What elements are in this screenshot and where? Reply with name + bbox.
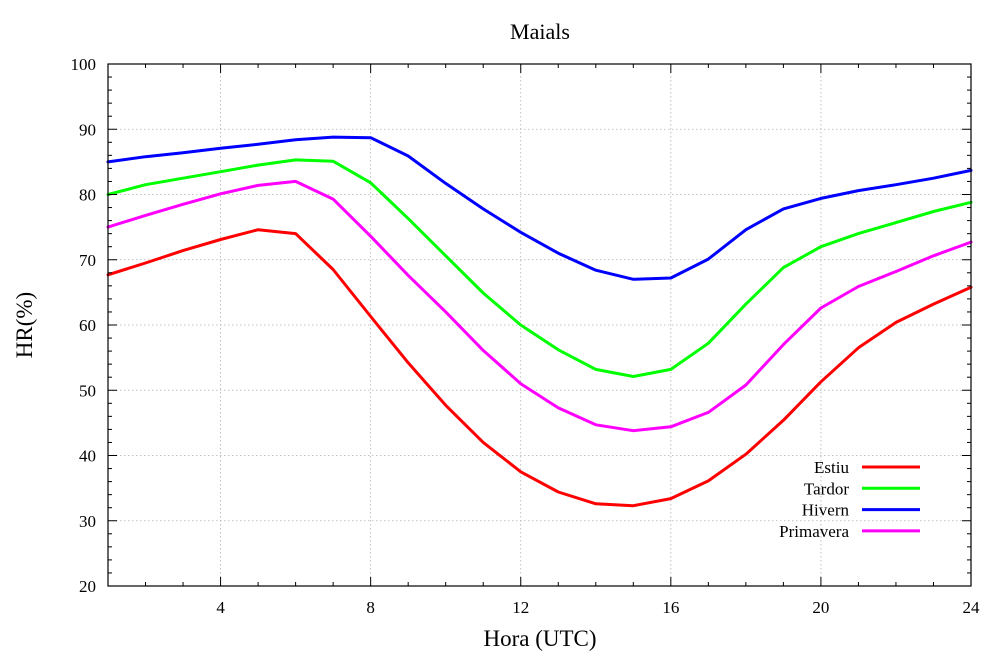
y-tick-label: 30 xyxy=(79,512,96,531)
tick-labels: 20 30 40 50 60 70 80 90 100 4 8 12 16 20 24 xyxy=(71,55,981,617)
y-tick-label: 70 xyxy=(79,251,96,270)
axis-ticks xyxy=(107,63,972,587)
series-line-tardor xyxy=(106,158,973,378)
y-tick-label: 20 xyxy=(79,577,96,596)
x-tick-label: 24 xyxy=(963,598,981,617)
x-tick-label: 8 xyxy=(366,598,375,617)
series-line-primavera xyxy=(106,179,973,433)
chart-title: Maials xyxy=(510,19,570,44)
legend-label-hivern: Hivern xyxy=(802,501,850,520)
x-tick-label: 4 xyxy=(216,598,225,617)
y-tick-label: 40 xyxy=(79,447,96,466)
legend-label-estiu: Estiu xyxy=(814,458,849,477)
y-tick-label: 60 xyxy=(79,316,96,335)
x-tick-label: 12 xyxy=(512,598,529,617)
x-tick-label: 16 xyxy=(662,598,679,617)
legend-label-tardor: Tardor xyxy=(804,479,849,498)
y-tick-label: 50 xyxy=(79,381,96,400)
y-tick-label: 80 xyxy=(79,186,96,205)
x-tick-label: 20 xyxy=(812,598,829,617)
legend: Estiu Tardor Hivern Primavera xyxy=(779,458,920,541)
series-lines xyxy=(106,135,973,508)
legend-label-primavera: Primavera xyxy=(779,522,849,541)
series-line-hivern xyxy=(106,135,973,281)
x-axis-label: Hora (UTC) xyxy=(483,626,596,651)
y-axis-label: HR(%) xyxy=(12,292,37,358)
y-tick-label: 90 xyxy=(79,120,96,139)
y-tick-label: 100 xyxy=(71,55,97,74)
series-line-estiu xyxy=(106,228,973,508)
